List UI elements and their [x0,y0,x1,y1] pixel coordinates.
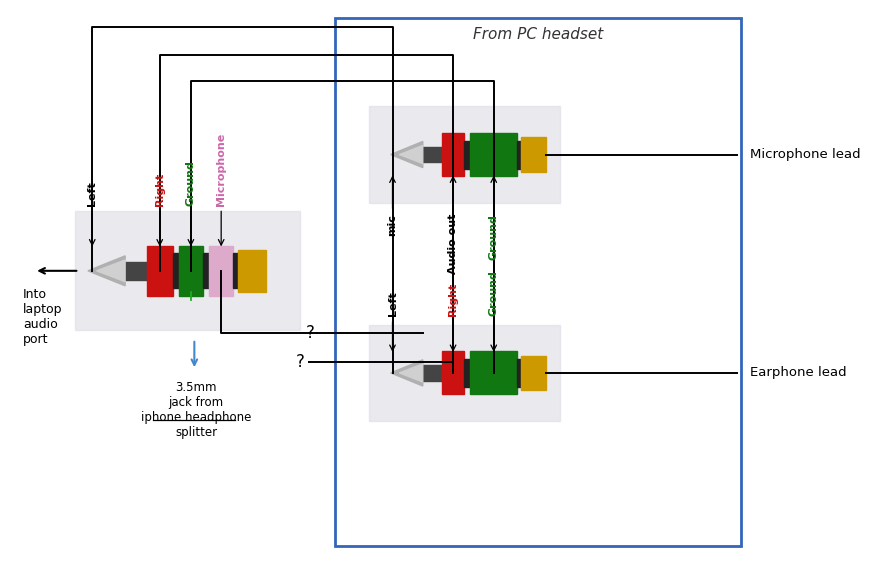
Polygon shape [391,360,423,386]
Bar [470,351,517,394]
Bar [423,146,442,162]
Text: ?: ? [306,324,315,342]
Polygon shape [400,364,423,382]
Bar [464,359,470,387]
Bar [238,250,266,292]
Bar [125,262,147,280]
Text: ?: ? [295,353,304,370]
Bar [369,107,559,203]
Bar [517,141,522,169]
Bar [522,137,546,172]
Bar [335,18,742,546]
Text: Left: Left [87,181,97,206]
Bar [470,133,517,176]
Bar [179,246,203,296]
Text: 3.5mm
jack from
iphone headphone
splitter: 3.5mm jack from iphone headphone splitte… [141,381,252,439]
Polygon shape [88,256,125,286]
Bar [75,211,300,331]
Bar [517,359,522,387]
Text: mic: mic [387,214,398,236]
Text: Right: Right [155,172,165,206]
Bar [442,351,464,394]
Bar [233,253,238,288]
Bar [522,356,546,390]
Text: Ground: Ground [489,270,499,316]
Text: Ground: Ground [489,214,499,260]
Text: Ground: Ground [186,160,196,206]
Bar [423,365,442,381]
Polygon shape [97,260,125,282]
Text: Right: Right [448,283,458,316]
Text: Earphone lead: Earphone lead [750,367,846,380]
Bar [173,253,179,288]
Text: Left: Left [387,291,398,316]
Bar [464,141,470,169]
Bar [209,246,233,296]
Polygon shape [400,145,423,164]
Bar [147,246,173,296]
Bar [369,325,559,421]
Text: Microphone: Microphone [216,132,226,206]
Text: Audio out: Audio out [448,214,458,275]
Text: Microphone lead: Microphone lead [750,148,860,161]
Text: Into
laptop
audio
port: Into laptop audio port [23,288,63,346]
Bar [203,253,209,288]
Polygon shape [391,141,423,168]
Text: From PC headset: From PC headset [473,27,603,42]
Bar [442,133,464,176]
